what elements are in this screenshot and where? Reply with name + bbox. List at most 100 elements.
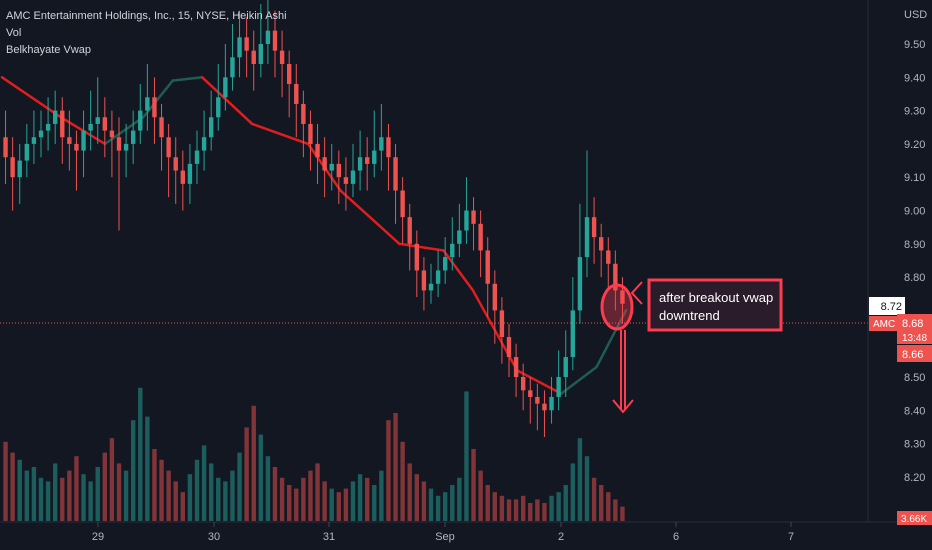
last-price-tag [897,314,932,344]
candle-body [74,143,79,151]
candle-body [272,30,278,51]
countdown-tag-text: 13:48 [902,333,927,344]
price-axis[interactable]: USD 9.50 9.40 9.30 9.20 9.10 9.00 8.90 8.80 8.50… [904,9,927,484]
price-tick-label: 8.80 [904,272,925,284]
indicator-legend[interactable]: Belkhayate Vwap [6,44,91,56]
candle-body [606,250,611,264]
volume-bar [464,391,469,521]
candle-body [372,150,377,164]
time-tick-label: Sep [435,531,455,543]
volume-bar [350,481,356,521]
volume-bar [322,481,327,521]
candle-body [201,137,207,151]
candle-body [31,137,37,144]
candle-body [223,77,228,98]
volume-bar [591,477,597,521]
time-axis[interactable]: 29 30 31 Sep 2 6 7 [92,522,794,543]
price-tick-label: 9.20 [904,139,925,151]
candle-body [88,123,93,131]
volume-bar [272,467,278,521]
volume-bar [279,477,285,521]
vwap-segment [171,76,204,82]
volume-bar [428,488,434,521]
volume-bar [506,499,512,521]
vwap-segment [103,116,145,146]
price-tags: 8.72 AMC 8.68 13:48 8.66 3.66K [869,297,932,525]
candle-body [556,377,561,397]
volume-bar [237,452,242,521]
time-tick-label: 29 [92,531,104,543]
candle-body [173,157,178,171]
volume-bar [492,492,498,521]
candle-body [336,163,342,178]
volume-bar [613,499,618,521]
candle-body [102,117,108,131]
candle-body [251,50,256,64]
volume-bar [159,459,164,521]
volume-bar [152,449,157,521]
candle-body [528,390,533,397]
volume-bar [570,463,576,521]
candle-body [393,157,398,191]
volume-bar [230,470,235,521]
candle-body [478,223,483,251]
volume-tag [897,511,932,525]
volume-bar [549,495,554,521]
candle-body [598,237,604,251]
candle-body [109,130,115,138]
candle-body [570,310,576,358]
volume-bar [258,434,264,521]
candle-body [513,357,519,377]
candle-body [60,110,65,138]
volume-bar [138,387,143,521]
candle-body [10,157,15,178]
vwap-segment [559,365,598,395]
candle-body [343,177,349,184]
volume-bar [471,449,476,521]
candle-body [613,263,618,291]
candles-layer [3,0,625,437]
candle-body [386,137,391,158]
candle-body [194,150,200,164]
vwap-segment [250,122,310,146]
volume-layer [3,387,625,521]
volume-bar [216,477,221,521]
candle-body [520,377,526,391]
candle-body [95,117,100,124]
volume-bar [123,470,129,521]
volume-bar [563,485,568,521]
candle-body [24,143,30,161]
candle-body [123,143,129,151]
price-tick-label: 8.50 [904,372,925,384]
price-tick-label: 9.50 [904,39,925,51]
volume-legend[interactable]: Vol [6,27,22,39]
annotation-text-line2: downtrend [659,308,720,323]
volume-bar [74,456,79,521]
volume-bar [166,470,171,521]
symbol-title[interactable]: AMC Entertainment Holdings, Inc., 15, NY… [6,10,287,22]
volume-bar [145,416,150,521]
volume-bar [421,481,427,521]
price-tick-label: 9.00 [904,206,925,218]
candle-body [435,270,441,284]
volume-bar [499,495,505,521]
volume-bar [336,492,342,521]
candle-body [67,137,72,144]
candle-body [208,117,214,138]
volume-bar [265,456,271,521]
volume-bar [294,488,299,521]
low-price-tag [897,345,932,362]
candle-body [81,130,86,151]
volume-bar [173,481,178,521]
volume-bar [301,477,306,521]
price-tick-label: 8.20 [904,472,925,484]
candle-body [464,210,469,231]
candle-body [492,283,498,311]
vwap-segment [398,242,445,252]
vwap-segment [0,76,63,119]
candle-body [187,163,193,184]
candle-body [591,217,597,238]
candle-body [216,97,221,118]
volume-bar [315,463,320,521]
